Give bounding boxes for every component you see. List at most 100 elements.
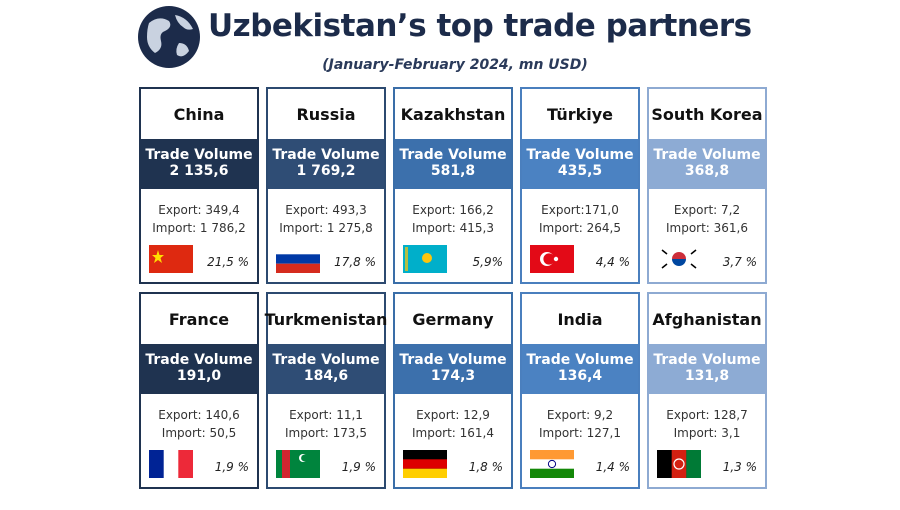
trade-volume-value: 2 135,6: [169, 163, 229, 179]
share-value: 3,7 %: [722, 255, 757, 269]
trade-volume-label: Trade Volume: [145, 147, 253, 163]
flag-icon: [657, 450, 701, 478]
export-import: Export: 128,7 Import: 3,1: [649, 406, 765, 442]
country-name: China: [173, 104, 225, 124]
trade-volume-value: 191,0: [176, 368, 222, 384]
trade-volume-label: Trade Volume: [653, 352, 761, 368]
trade-volume-label: Trade Volume: [145, 352, 253, 368]
import-value: Import: 127,1: [538, 426, 622, 440]
flag-icon: [530, 245, 574, 273]
flag-icon: [530, 450, 574, 478]
globe-icon: [138, 6, 200, 68]
card: Türkiye Trade Volume 435,5 Export:171,0 Impo…: [520, 87, 640, 284]
card: France Trade Volume 191,0 Export: 140,6 Impo…: [139, 292, 259, 489]
export-value: Export: 11,1: [289, 408, 363, 422]
import-value: Import: 1 786,2: [152, 221, 246, 235]
flag-icon: [276, 245, 320, 273]
card: Turkmenistan Trade Volume 184,6 Export: 11,…: [264, 292, 388, 489]
trade-volume-band: Trade Volume 131,8: [649, 344, 765, 394]
flag-icon: [657, 245, 701, 273]
export-value: Export: 9,2: [546, 408, 614, 422]
export-import: Export:171,0 Import: 264,5: [522, 201, 638, 237]
flag: [276, 450, 320, 482]
flag-icon: [149, 245, 193, 273]
export-value: Export: 12,9: [416, 408, 490, 422]
share-value: 1,4 %: [595, 460, 630, 474]
trade-volume-value: 131,8: [684, 368, 730, 384]
country-name: Türkiye: [546, 104, 614, 124]
import-value: Import: 264,5: [538, 221, 622, 235]
country-name: Russia: [296, 104, 356, 124]
title: Uzbekistan’s top trade partners: [208, 8, 752, 44]
share-value: 21,5 %: [207, 255, 249, 269]
trade-volume-label: Trade Volume: [526, 147, 634, 163]
country-name: France: [168, 309, 230, 329]
flag: [530, 450, 574, 482]
trade-volume-value: 1 769,2: [296, 163, 356, 179]
flag: [530, 245, 574, 277]
export-value: Export: 140,6: [158, 408, 240, 422]
country-name: Germany: [412, 309, 494, 329]
trade-volume-label: Trade Volume: [653, 147, 761, 163]
trade-volume-value: 184,6: [303, 368, 349, 384]
trade-volume-label: Trade Volume: [272, 352, 380, 368]
import-value: Import: 161,4: [411, 426, 495, 440]
trade-volume-band: Trade Volume 368,8: [649, 139, 765, 189]
trade-volume-value: 581,8: [430, 163, 476, 179]
export-import: Export: 7,2 Import: 361,6: [649, 201, 765, 237]
trade-volume-value: 136,4: [557, 368, 603, 384]
share-value: 1,9 %: [341, 460, 376, 474]
import-value: Import: 361,6: [665, 221, 749, 235]
flag-icon: [403, 245, 447, 273]
import-value: Import: 173,5: [284, 426, 368, 440]
country-name: Kazakhstan: [400, 104, 506, 124]
flag: [657, 245, 701, 277]
trade-volume-band: Trade Volume 581,8: [395, 139, 511, 189]
share-value: 1,3 %: [722, 460, 757, 474]
trade-volume-label: Trade Volume: [272, 147, 380, 163]
flag-icon: [149, 450, 193, 478]
share-value: 1,9 %: [214, 460, 249, 474]
trade-volume-band: Trade Volume 136,4: [522, 344, 638, 394]
trade-volume-band: Trade Volume 174,3: [395, 344, 511, 394]
country-name: India: [557, 309, 603, 329]
trade-volume-band: Trade Volume 184,6: [268, 344, 384, 394]
export-value: Export: 128,7: [666, 408, 748, 422]
card: Germany Trade Volume 174,3 Export: 12,9 Impo…: [393, 292, 513, 489]
trade-volume-value: 435,5: [557, 163, 603, 179]
card: India Trade Volume 136,4 Export: 9,2 Import:…: [520, 292, 640, 489]
flag: [149, 245, 193, 277]
trade-volume-label: Trade Volume: [399, 147, 507, 163]
card: South Korea Trade Volume 368,8 Export: 7,2 I…: [647, 87, 767, 284]
subtitle: (January-February 2024, mn USD): [322, 57, 588, 73]
flag-icon: [403, 450, 447, 478]
export-value: Export: 166,2: [412, 203, 494, 217]
import-value: Import: 415,3: [411, 221, 495, 235]
trade-volume-band: Trade Volume 1 769,2: [268, 139, 384, 189]
country-name: Turkmenistan: [264, 309, 388, 329]
export-import: Export: 349,4 Import: 1 786,2: [141, 201, 257, 237]
flag: [276, 245, 320, 277]
card: Afghanistan Trade Volume 131,8 Export: 128,…: [647, 292, 767, 489]
card: Kazakhstan Trade Volume 581,8 Export: 166,2…: [393, 87, 513, 284]
export-value: Export: 493,3: [285, 203, 367, 217]
trade-volume-band: Trade Volume 2 135,6: [141, 139, 257, 189]
export-import: Export: 11,1 Import: 173,5: [268, 406, 384, 442]
share-value: 4,4 %: [595, 255, 630, 269]
trade-volume-value: 368,8: [684, 163, 730, 179]
share-value: 5,9%: [472, 255, 504, 269]
flag-icon: [276, 450, 320, 478]
flag: [403, 245, 447, 277]
share-value: 1,8 %: [468, 460, 503, 474]
card: China Trade Volume 2 135,6 Export: 349,4 Imp…: [139, 87, 259, 284]
export-value: Export:171,0: [541, 203, 619, 217]
trade-volume-value: 174,3: [430, 368, 476, 384]
export-value: Export: 7,2: [673, 203, 741, 217]
trade-volume-label: Trade Volume: [399, 352, 507, 368]
flag: [403, 450, 447, 482]
flag: [657, 450, 701, 482]
export-import: Export: 140,6 Import: 50,5: [141, 406, 257, 442]
export-import: Export: 166,2 Import: 415,3: [395, 201, 511, 237]
export-import: Export: 9,2 Import: 127,1: [522, 406, 638, 442]
